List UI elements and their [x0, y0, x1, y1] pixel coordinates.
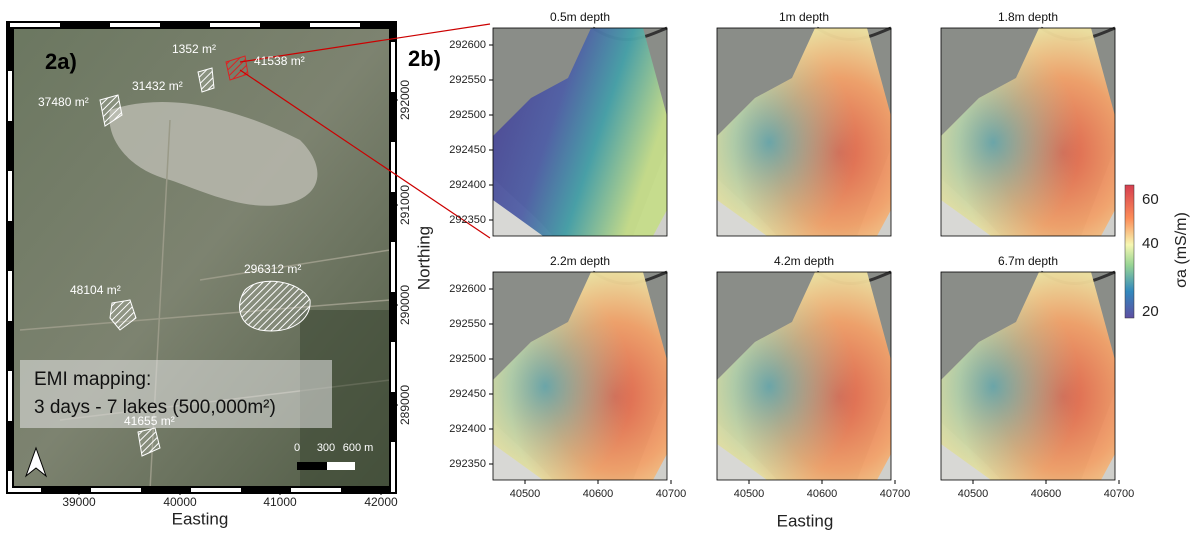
colorbar-tick: 60 [1142, 191, 1159, 208]
y-tick-label: 292500 [449, 109, 486, 121]
area-label: 41538 m² [254, 54, 305, 68]
scale-label: 300 [317, 442, 335, 454]
scale-bar [327, 462, 355, 470]
area-label: 31432 m² [132, 79, 183, 93]
y-tick-label: 292600 [449, 283, 486, 295]
x-tick-label: 40600 [807, 488, 838, 500]
y-tick-label: 289000 [398, 385, 412, 425]
map-title: 1.8m depth [998, 10, 1058, 24]
x-tick-label: 40500 [734, 488, 765, 500]
y-axis-label: Northing [414, 226, 433, 290]
scale-label: 0 [294, 442, 300, 454]
map-title: 1m depth [779, 10, 829, 24]
map-title: 4.2m depth [774, 254, 834, 268]
area-label: 41655 m² [124, 414, 175, 428]
caption: EMI mapping: [34, 369, 151, 390]
x-tick-label: 40600 [583, 488, 614, 500]
x-tick-label: 40700 [656, 488, 687, 500]
x-axis-label: Easting [172, 509, 229, 528]
scale-bar [297, 462, 327, 470]
scale-label: 600 m [343, 442, 374, 454]
panel-label: 2a) [45, 49, 77, 74]
x-tick-label: 40600 [1031, 488, 1062, 500]
map-title: 6.7m depth [998, 254, 1058, 268]
y-tick-label: 291000 [398, 185, 412, 225]
y-tick-label: 292000 [398, 80, 412, 120]
y-tick-label: 292400 [449, 423, 486, 435]
figure: EMI mapping: 3 days - 7 lakes (500,000m²… [0, 0, 1197, 533]
map-title: 0.5m depth [550, 10, 610, 24]
y-tick-label: 290000 [398, 285, 412, 325]
y-tick-label: 292550 [449, 74, 486, 86]
y-tick-label: 292500 [449, 353, 486, 365]
x-tick-label: 40700 [1104, 488, 1135, 500]
x-tick-label: 40700 [880, 488, 911, 500]
y-tick-label: 292350 [449, 458, 486, 470]
area-label: 296312 m² [244, 262, 301, 276]
colorbar [1125, 185, 1134, 318]
y-tick-label: 292450 [449, 144, 486, 156]
x-tick-label: 40000 [163, 495, 197, 509]
area-label: 48104 m² [70, 283, 121, 297]
y-tick-label: 292350 [449, 214, 486, 226]
y-tick-label: 292400 [449, 179, 486, 191]
x-axis-label: Easting [777, 511, 834, 530]
x-tick-label: 40500 [958, 488, 989, 500]
x-tick-label: 39000 [62, 495, 96, 509]
y-tick-label: 292450 [449, 388, 486, 400]
x-tick-label: 42000 [364, 495, 398, 509]
x-tick-label: 41000 [263, 495, 297, 509]
area-label: 1352 m² [172, 42, 216, 56]
y-tick-label: 292550 [449, 318, 486, 330]
colorbar-tick: 20 [1142, 303, 1159, 320]
colorbar-tick: 40 [1142, 235, 1159, 252]
area-label: 37480 m² [38, 95, 89, 109]
y-tick-label: 292600 [449, 39, 486, 51]
panel-label: 2b) [408, 46, 441, 71]
colorbar-label: σa (mS/m) [1173, 212, 1190, 288]
map-title: 2.2m depth [550, 254, 610, 268]
x-tick-label: 40500 [510, 488, 541, 500]
